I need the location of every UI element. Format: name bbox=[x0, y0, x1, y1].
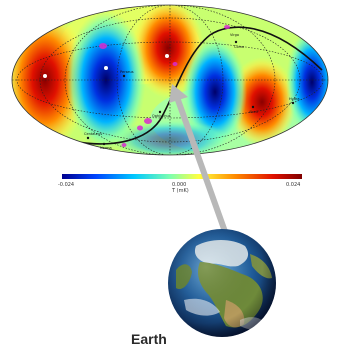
colorbar-unit-label: T (mK) bbox=[172, 188, 189, 194]
cold-spot-right bbox=[286, 27, 328, 137]
ecliptic-curve bbox=[39, 26, 323, 145]
temperature-field bbox=[12, 5, 328, 155]
source-label-centaurus: Centaurus bbox=[84, 132, 103, 136]
colorbar-mid-label: 0.000 bbox=[172, 182, 187, 188]
white-markers bbox=[43, 54, 169, 78]
magenta-sources bbox=[99, 25, 230, 147]
map-outline bbox=[11, 4, 329, 156]
source-label-coma: Coma bbox=[234, 45, 245, 49]
source-label-abell: Abell bbox=[249, 110, 258, 114]
earth-globe bbox=[168, 229, 276, 337]
cold-spot-center bbox=[183, 37, 247, 147]
source-label-hydra: Hydra bbox=[289, 97, 300, 101]
cluster-points bbox=[86, 40, 295, 146]
source-label-virgo: Virgo bbox=[230, 33, 240, 37]
graticule bbox=[12, 5, 328, 155]
source-label-norma: Norma bbox=[100, 146, 112, 150]
colorbar-min-label: -0.024 bbox=[58, 182, 75, 188]
colorbar-max-label: 0.024 bbox=[286, 182, 301, 188]
source-label-ophiuchus: Ophiuchus bbox=[152, 114, 171, 118]
colorbar bbox=[62, 174, 302, 179]
earth-label: Earth bbox=[131, 331, 167, 347]
pointer-arrow bbox=[169, 84, 231, 242]
source-label-perseus: Perseus bbox=[120, 70, 134, 74]
